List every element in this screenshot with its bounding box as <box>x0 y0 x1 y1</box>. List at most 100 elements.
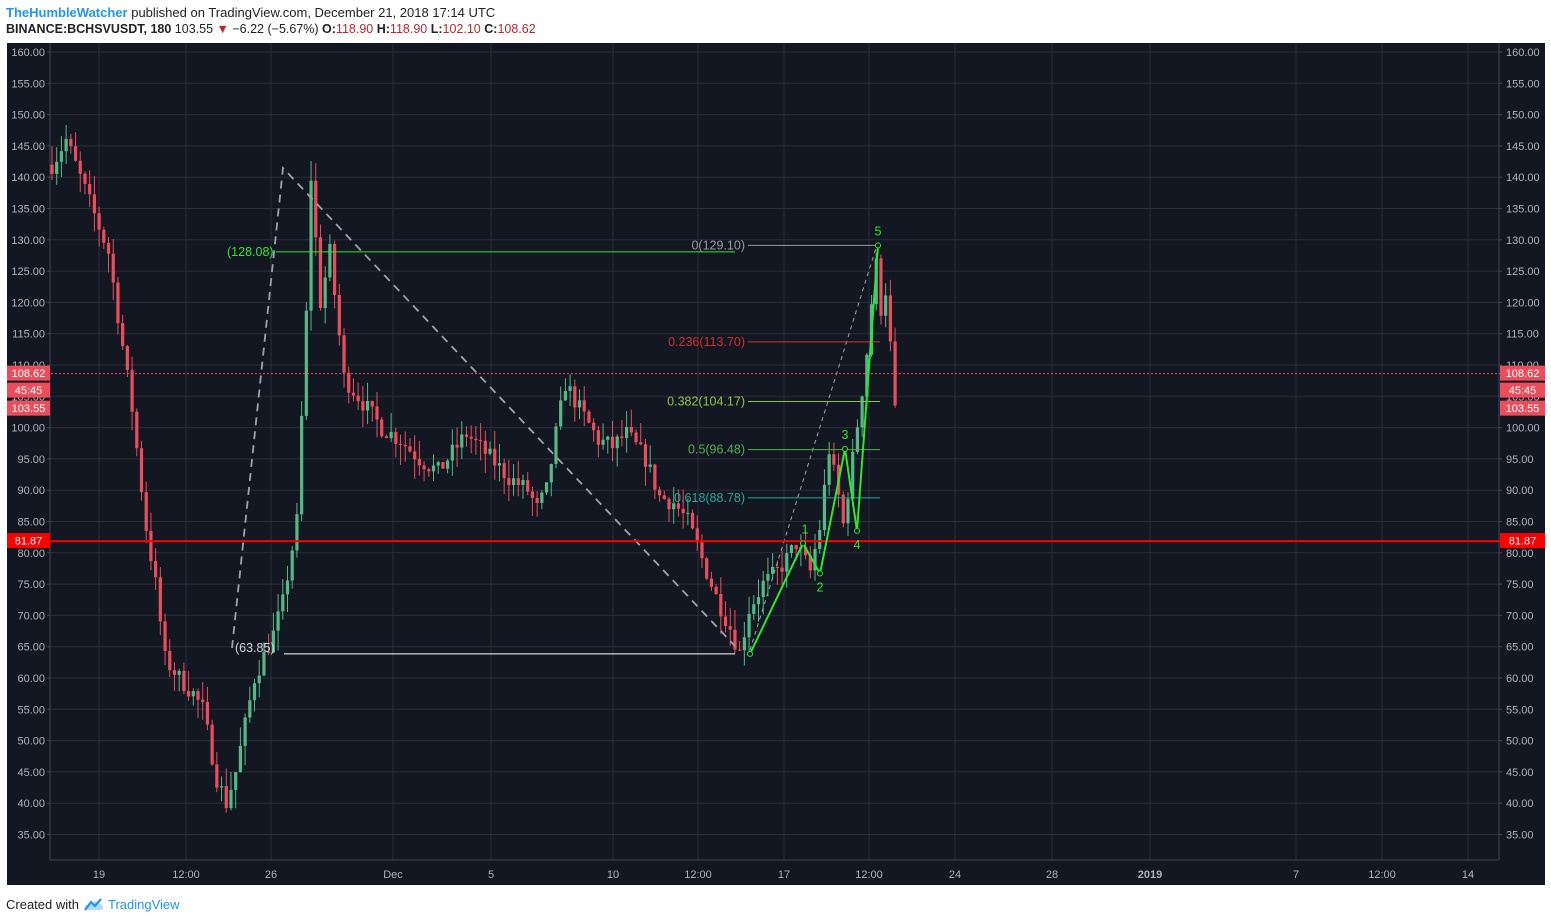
y-tick-label-right: 120.00 <box>1506 297 1540 309</box>
candle-body <box>333 243 337 296</box>
y-tick-label-left: 75.00 <box>17 579 45 591</box>
price-label-left: 103.55 <box>12 403 46 415</box>
x-tick-label: 24 <box>949 869 961 881</box>
candle-body <box>662 495 666 499</box>
close-value: 108.62 <box>497 22 536 36</box>
y-tick-label-right: 70.00 <box>1506 610 1534 622</box>
candle-body <box>752 604 756 614</box>
y-tick-label-left: 160.00 <box>11 47 45 59</box>
candle-body <box>521 480 525 486</box>
candle-body <box>116 282 120 324</box>
candle-body <box>186 691 191 697</box>
candle-body <box>342 335 346 373</box>
fib-left-bottom-label: (63.85) <box>235 641 275 655</box>
candle-body <box>832 454 836 465</box>
symbol-name: BINANCE:BCHSVUSDT, 180 <box>6 22 172 36</box>
candle-body <box>723 616 728 627</box>
candle-body <box>380 419 384 437</box>
candle-body <box>290 550 294 581</box>
y-tick-label-right: 125.00 <box>1506 266 1540 278</box>
y-tick-label-left: 115.00 <box>12 329 45 341</box>
candle-body <box>497 463 502 466</box>
candle-body <box>365 401 370 411</box>
price-label-right: 108.62 <box>1506 368 1540 380</box>
candle-body <box>601 439 605 445</box>
elliott-wave-line <box>749 245 879 655</box>
candle-body <box>446 460 450 469</box>
candle-body <box>851 451 855 499</box>
down-triangle-icon: ▼ <box>216 22 229 36</box>
y-tick-label-left: 55.00 <box>17 704 45 716</box>
candle-body <box>681 508 685 514</box>
candle-body <box>121 323 125 347</box>
candle-body <box>789 545 794 554</box>
price-label-right-bg <box>1500 382 1545 398</box>
candle-body <box>347 372 351 393</box>
candle-body <box>351 392 356 396</box>
candle-body <box>182 670 186 692</box>
x-tick-label: 28 <box>1046 869 1058 881</box>
candle-body <box>653 464 657 490</box>
tradingview-link[interactable]: TradingView <box>108 897 180 912</box>
candle-body <box>234 772 238 790</box>
y-tick-label-left: 145.00 <box>11 141 45 153</box>
candle-body <box>860 396 864 428</box>
drawings: (128.08) (63.85) 0(129.10) 0.236(113.70) 0.3… <box>7 165 1545 657</box>
candle-body <box>884 295 888 316</box>
y-tick-label-right: 155.00 <box>1506 78 1540 90</box>
candle-body <box>201 699 205 703</box>
candle-body <box>422 465 426 470</box>
candle-body <box>700 542 704 559</box>
candle-body <box>88 183 92 195</box>
fib-level-label: 0(129.10) <box>691 238 745 252</box>
candle-body <box>431 465 436 472</box>
candle-body <box>215 764 219 788</box>
candle-body <box>323 277 327 309</box>
y-tick-label-right: 115.00 <box>1506 329 1539 341</box>
close-label: C: <box>484 22 498 36</box>
price-label-right: 45:45 <box>1509 385 1537 397</box>
candle-body <box>403 444 407 447</box>
author-link[interactable]: TheHumbleWatcher <box>6 5 128 20</box>
y-tick-label-left: 120.00 <box>11 297 45 309</box>
candle-body <box>502 463 506 479</box>
price-label-left-bg <box>7 400 50 416</box>
support-label-left-bg <box>7 533 50 549</box>
high-label: H: <box>376 22 390 36</box>
candle-body <box>544 482 549 493</box>
y-tick-label-right: 40.00 <box>1506 798 1534 810</box>
candle-body <box>846 498 850 524</box>
candles <box>50 125 897 813</box>
last-price: 103.55 <box>174 22 214 36</box>
candle-body <box>771 566 775 574</box>
y-tick-label-left: 40.00 <box>17 798 45 810</box>
candle-body <box>493 448 497 466</box>
candle-body <box>356 395 360 402</box>
candle-body <box>460 434 464 448</box>
wave-point <box>842 445 848 452</box>
candle-body <box>766 573 770 581</box>
candle-body <box>337 295 341 336</box>
candle-body <box>177 670 181 675</box>
wave-point <box>747 650 753 657</box>
candle-body <box>775 566 779 568</box>
candle-body <box>516 478 520 486</box>
price-label-left: 108.62 <box>12 368 46 380</box>
candle-body <box>73 146 78 161</box>
candle-body <box>417 459 421 466</box>
candle-body <box>139 448 144 493</box>
y-tick-label-left: 140.00 <box>11 172 45 184</box>
low-label: L: <box>430 22 443 36</box>
candle-body <box>83 173 87 184</box>
candle-body <box>304 310 308 416</box>
support-label-right-bg <box>1500 533 1545 549</box>
y-tick-label-right: 75.00 <box>1506 579 1534 591</box>
candle-body <box>276 611 280 631</box>
candle-body <box>554 426 558 464</box>
candle-body <box>526 480 530 492</box>
grid-lines <box>50 43 1499 860</box>
candle-body <box>149 530 153 561</box>
x-tick-label: Dec <box>383 869 403 881</box>
candle-body <box>168 650 172 671</box>
